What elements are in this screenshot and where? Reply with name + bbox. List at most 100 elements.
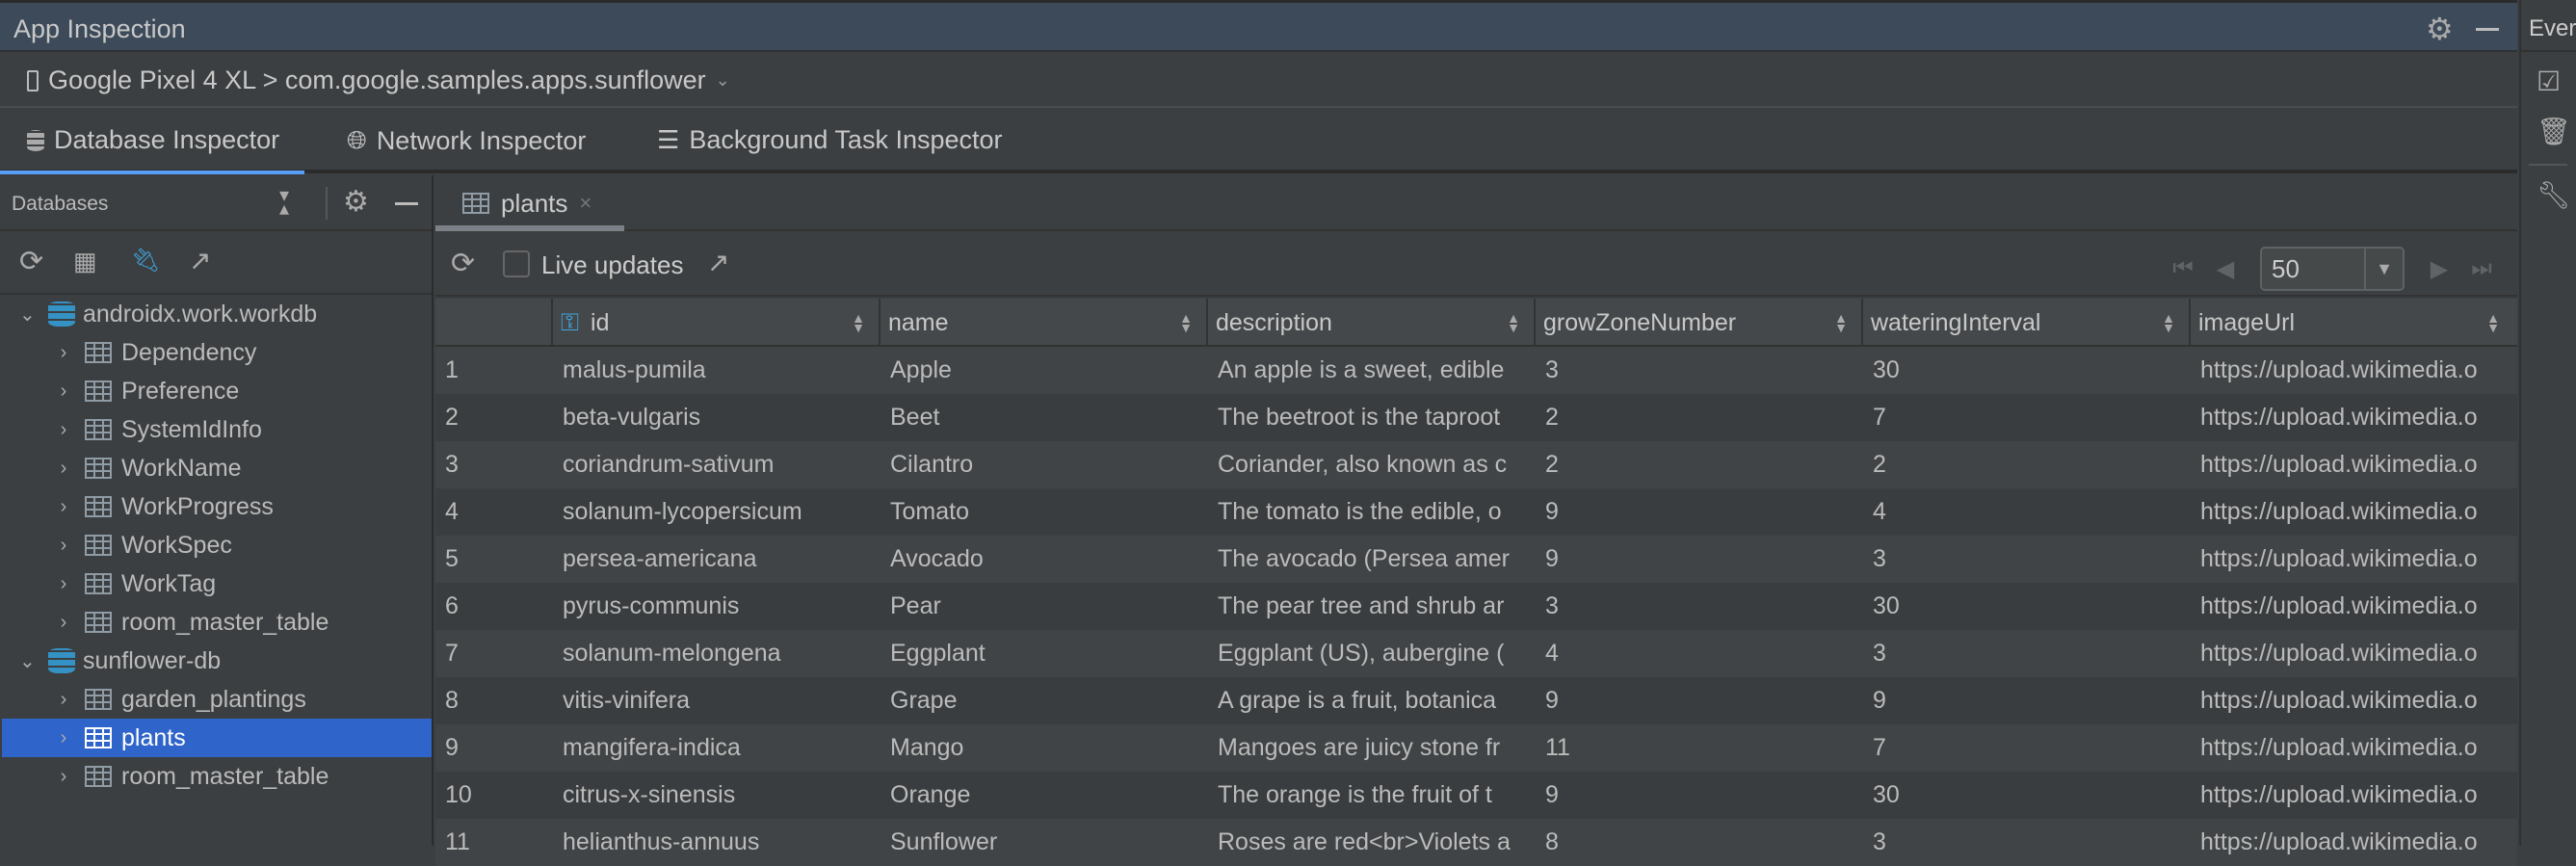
cell-id[interactable]: malus-pumila <box>563 356 706 383</box>
export-icon[interactable]: ↗ <box>707 248 730 277</box>
table-row[interactable]: 1 malus-pumila Apple An apple is a sweet, e… <box>435 347 2517 394</box>
chevron-right-icon[interactable]: › <box>60 380 67 402</box>
cell-id[interactable]: mangifera-indica <box>563 734 741 761</box>
cell-id[interactable]: persea-americana <box>563 545 757 572</box>
cell-imageUrl[interactable]: https://upload.wikimedia.o <box>2200 592 2478 619</box>
cell-name[interactable]: Pear <box>890 592 941 619</box>
chevron-right-icon[interactable]: › <box>60 765 67 787</box>
header-wateringInterval[interactable]: wateringInterval ▲ ▼ <box>1861 299 2189 347</box>
cell-wateringInterval[interactable]: 2 <box>1873 451 1886 478</box>
cell-id[interactable]: coriandrum-sativum <box>563 451 775 478</box>
chevron-right-icon[interactable]: › <box>60 572 67 594</box>
live-updates-checkbox[interactable] <box>503 250 530 277</box>
cell-id[interactable]: solanum-lycopersicum <box>563 498 802 525</box>
collapse-all-icon[interactable]: ▾ ▴ <box>279 185 290 220</box>
cell-imageUrl[interactable]: https://upload.wikimedia.o <box>2200 404 2478 431</box>
query-table-icon[interactable]: ▦ <box>73 247 97 276</box>
previous-page-icon[interactable]: ◀ <box>2216 255 2235 282</box>
cell-description[interactable]: Coriander, also known as c <box>1218 451 1508 478</box>
chevron-right-icon[interactable]: › <box>60 611 67 633</box>
cell-wateringInterval[interactable]: 3 <box>1873 640 1886 667</box>
cell-description[interactable]: Roses are red<br>Violets a <box>1218 828 1511 855</box>
header-description[interactable]: description ▲ ▼ <box>1206 299 1534 347</box>
cell-imageUrl[interactable]: https://upload.wikimedia.o <box>2200 356 2478 383</box>
cell-id[interactable]: helianthus-annuus <box>563 828 760 855</box>
cell-growZoneNumber[interactable]: 3 <box>1545 356 1559 383</box>
tab-network-inspector[interactable]: 🌐︎ Network Inspector <box>347 125 586 156</box>
chevron-down-icon[interactable]: ⌄ <box>19 303 36 326</box>
table-row[interactable]: 2 beta-vulgaris Beet The beetroot is the ta… <box>435 394 2517 441</box>
sort-icon[interactable]: ▲ ▼ <box>1507 310 1520 335</box>
tree-database[interactable]: ⌄ sunflower-db <box>2 642 432 680</box>
cell-name[interactable]: Apple <box>890 356 952 383</box>
tree-table[interactable]: › Preference <box>2 372 432 410</box>
cell-id[interactable]: beta-vulgaris <box>563 404 701 431</box>
minimize-icon[interactable] <box>395 202 418 205</box>
tree-table[interactable]: › SystemIdInfo <box>2 410 432 449</box>
cell-name[interactable]: Mango <box>890 734 964 761</box>
cell-growZoneNumber[interactable]: 2 <box>1545 451 1559 478</box>
chevron-right-icon[interactable]: › <box>60 418 67 440</box>
cell-wateringInterval[interactable]: 4 <box>1873 498 1886 525</box>
minimize-icon[interactable] <box>2476 28 2499 31</box>
table-row[interactable]: 9 mangifera-indica Mango Mangoes are juicy … <box>435 724 2517 772</box>
cell-growZoneNumber[interactable]: 9 <box>1545 781 1559 808</box>
tree-table[interactable]: › room_master_table <box>2 603 432 642</box>
close-icon[interactable]: × <box>579 191 592 215</box>
header-id[interactable]: ⚿ id ▲ ▼ <box>551 299 879 347</box>
sort-icon[interactable]: ▲ ▼ <box>1834 310 1848 335</box>
cell-description[interactable]: Eggplant (US), aubergine ( <box>1218 640 1505 667</box>
cell-description[interactable]: The orange is the fruit of t <box>1218 781 1492 808</box>
next-page-icon[interactable]: ▶ <box>2430 255 2449 282</box>
tab-database-inspector[interactable]: Database Inspector <box>0 125 305 174</box>
cell-growZoneNumber[interactable]: 8 <box>1545 828 1559 855</box>
cell-name[interactable]: Beet <box>890 404 940 431</box>
cell-growZoneNumber[interactable]: 4 <box>1545 640 1559 667</box>
refresh-icon[interactable]: ⟳ <box>19 246 44 277</box>
last-page-icon[interactable]: ⏭ <box>2471 255 2492 281</box>
cell-wateringInterval[interactable]: 3 <box>1873 545 1886 572</box>
tab-plants[interactable]: plants × <box>435 175 624 231</box>
cell-wateringInterval[interactable]: 7 <box>1873 734 1886 761</box>
tree-table[interactable]: › WorkProgress <box>2 487 432 526</box>
cell-growZoneNumber[interactable]: 2 <box>1545 404 1559 431</box>
cell-growZoneNumber[interactable]: 9 <box>1545 545 1559 572</box>
table-row[interactable]: 3 coriandrum-sativum Cilantro Coriander, al… <box>435 441 2517 488</box>
chevron-right-icon[interactable]: › <box>60 534 67 556</box>
cell-name[interactable]: Eggplant <box>890 640 986 667</box>
cell-wateringInterval[interactable]: 7 <box>1873 404 1886 431</box>
table-row[interactable]: 4 solanum-lycopersicum Tomato The tomato is… <box>435 488 2517 536</box>
cell-wateringInterval[interactable]: 9 <box>1873 687 1886 714</box>
cell-name[interactable]: Sunflower <box>890 828 998 855</box>
mark-all-read-icon[interactable]: ☑ <box>2537 66 2562 96</box>
page-size-select[interactable]: 50 ▼ <box>2260 247 2405 291</box>
first-page-icon[interactable]: ⏮ <box>2172 255 2194 281</box>
export-icon[interactable]: ↗ <box>189 246 212 276</box>
chevron-right-icon[interactable]: › <box>60 341 67 363</box>
device-selector[interactable]: Google Pixel 4 XL > com.google.samples.a… <box>27 66 730 95</box>
tree-table[interactable]: › Dependency <box>2 333 432 372</box>
chevron-right-icon[interactable]: › <box>60 457 67 479</box>
wrench-icon[interactable]: 🔧︎ <box>2537 180 2571 210</box>
tree-table[interactable]: › WorkSpec <box>2 526 432 564</box>
cell-name[interactable]: Orange <box>890 781 971 808</box>
refresh-icon[interactable]: ⟳ <box>451 248 476 279</box>
header-imageUrl[interactable]: imageUrl ▲ ▼ <box>2189 299 2513 347</box>
cell-growZoneNumber[interactable]: 9 <box>1545 498 1559 525</box>
cell-imageUrl[interactable]: https://upload.wikimedia.o <box>2200 545 2478 572</box>
table-row[interactable]: 5 persea-americana Avocado The avocado (Per… <box>435 536 2517 583</box>
trash-icon[interactable]: 🗑︎ <box>2537 117 2571 146</box>
chevron-right-icon[interactable]: › <box>60 495 67 517</box>
cell-growZoneNumber[interactable]: 9 <box>1545 687 1559 714</box>
cell-name[interactable]: Grape <box>890 687 958 714</box>
table-row[interactable]: 7 solanum-melongena Eggplant Eggplant (US),… <box>435 630 2517 677</box>
cell-description[interactable]: The avocado (Persea amer <box>1218 545 1510 572</box>
cell-imageUrl[interactable]: https://upload.wikimedia.o <box>2200 687 2478 714</box>
dropdown-arrow-icon[interactable]: ▼ <box>2364 249 2403 289</box>
cell-imageUrl[interactable]: https://upload.wikimedia.o <box>2200 640 2478 667</box>
chevron-down-icon[interactable]: ⌄ <box>19 650 36 672</box>
cell-wateringInterval[interactable]: 3 <box>1873 828 1886 855</box>
sort-icon[interactable]: ▲ ▼ <box>852 310 865 335</box>
cell-description[interactable]: An apple is a sweet, edible <box>1218 356 1505 383</box>
cell-growZoneNumber[interactable]: 11 <box>1545 734 1570 761</box>
